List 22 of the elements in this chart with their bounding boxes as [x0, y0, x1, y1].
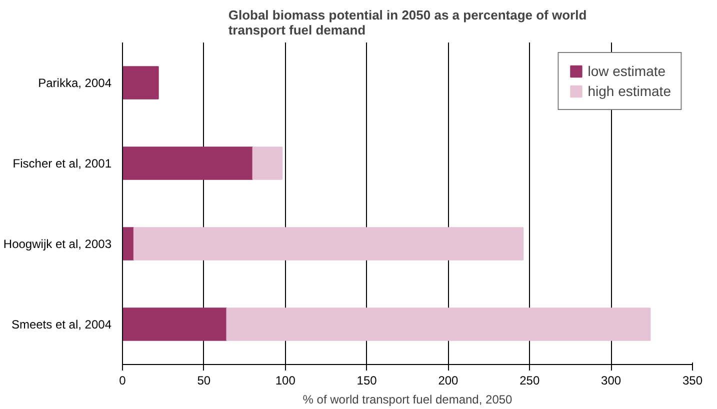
x-tick-label: 0	[119, 374, 126, 388]
x-tick-label: 100	[275, 374, 296, 388]
x-tick-label: 250	[520, 374, 540, 388]
x-tick-label: 50	[197, 374, 211, 388]
bar	[252, 146, 283, 180]
y-tick-label: Smeets et al, 2004	[11, 317, 112, 332]
y-tick-label: Fischer et al, 2001	[12, 156, 112, 170]
bar	[122, 146, 254, 180]
x-tick-label: 300	[601, 374, 622, 388]
bar	[133, 227, 524, 260]
x-tick-label: 200	[438, 374, 459, 388]
y-tick-label: Hoogwijk et al, 2003	[3, 236, 112, 251]
bar	[122, 308, 228, 341]
bar	[226, 308, 651, 341]
legend-label: high estimate	[588, 83, 671, 99]
chart-title: Global biomass potential in 2050 as a percentage of world transport fuel demand	[228, 8, 587, 38]
x-tick-label: 150	[356, 374, 378, 388]
x-axis-title: % of world transport fuel demand, 2050	[302, 392, 513, 406]
bar	[122, 66, 159, 100]
x-tick-label: 350	[682, 374, 703, 388]
legend-label: low estimate	[588, 63, 666, 79]
y-tick-label: Parikka, 2004	[38, 76, 112, 90]
